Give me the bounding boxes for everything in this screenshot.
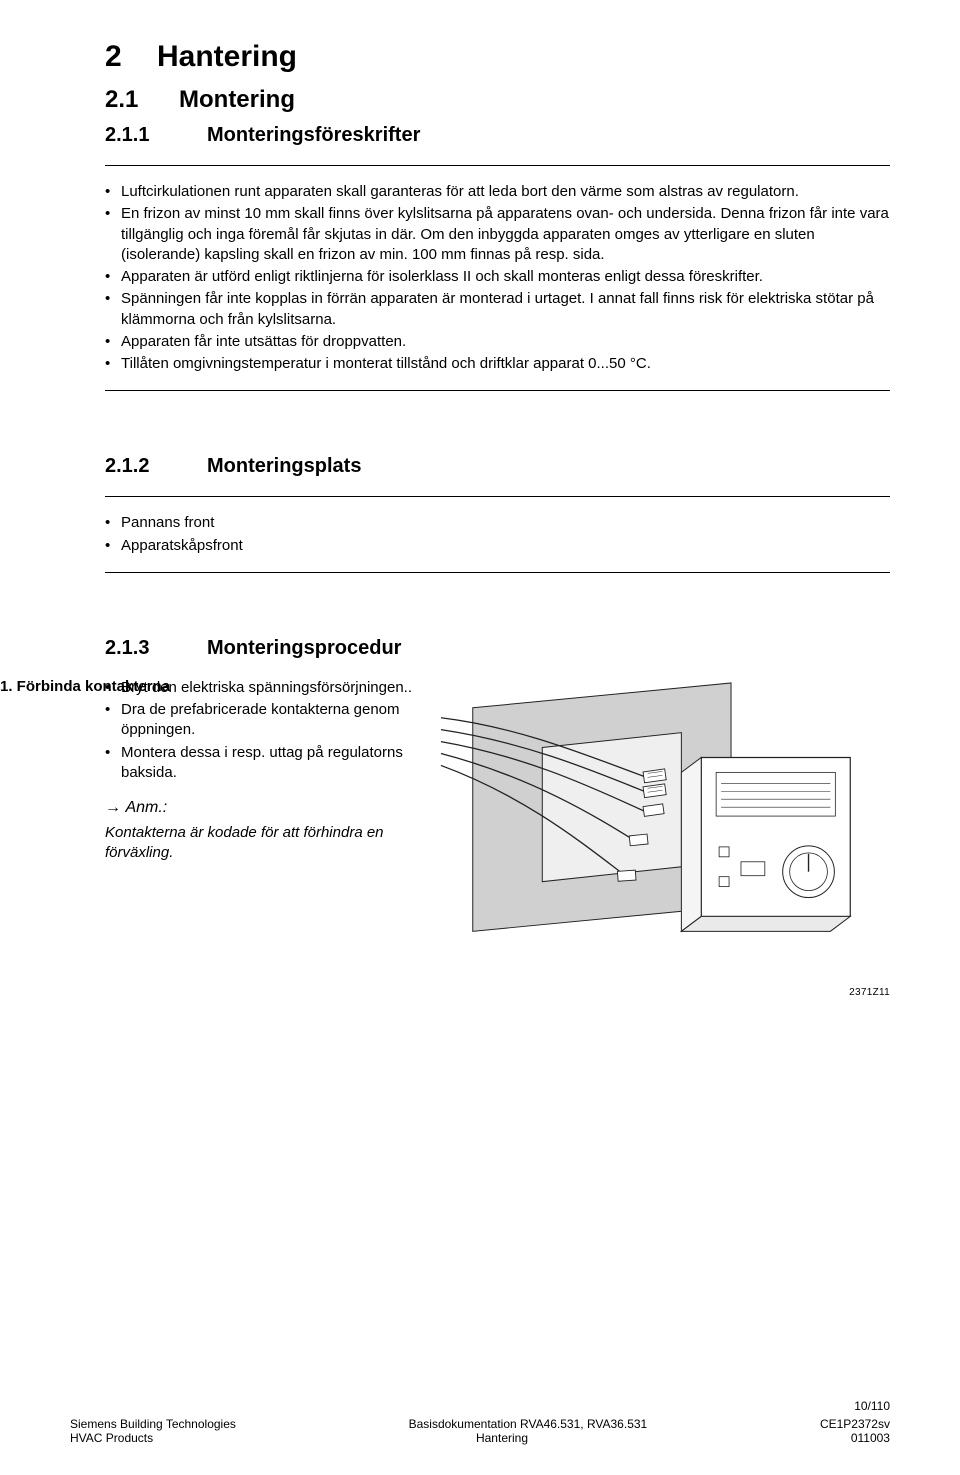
rule-212b bbox=[105, 572, 890, 573]
rule-212 bbox=[105, 496, 890, 497]
bullet-item: Bryt den elektriska spänningsförsörjning… bbox=[105, 678, 415, 698]
bullet-item: Pannans front bbox=[105, 513, 890, 533]
mounting-figure: 2371Z11 bbox=[433, 678, 890, 998]
heading-213-text: Monteringsprocedur bbox=[207, 637, 401, 659]
heading-1-number: 2 bbox=[105, 40, 157, 74]
arrow-icon: → bbox=[105, 799, 121, 816]
footer-left-2: HVAC Products bbox=[70, 1431, 153, 1445]
footer-left-1: Siemens Building Technologies bbox=[70, 1417, 236, 1431]
figure-caption: 2371Z11 bbox=[433, 987, 890, 998]
rule-211 bbox=[105, 165, 890, 166]
footer-center-1: Basisdokumentation RVA46.531, RVA36.531 bbox=[409, 1417, 648, 1431]
page-footer: 10/110 Siemens Building Technologies Bas… bbox=[0, 1399, 960, 1445]
rule-211b bbox=[105, 390, 890, 391]
heading-212-text: Monteringsplats bbox=[207, 455, 361, 477]
bullet-item: Dra de prefabricerade kontakterna genom … bbox=[105, 700, 415, 741]
heading-211-text: Monteringsföreskrifter bbox=[207, 124, 420, 146]
bullet-item: En frizon av minst 10 mm skall finns öve… bbox=[105, 204, 890, 265]
heading-2: 2.1Montering bbox=[105, 86, 890, 114]
bullet-item: Apparatskåpsfront bbox=[105, 536, 890, 556]
bullets-212: Pannans front Apparatskåpsfront bbox=[105, 513, 890, 556]
bullet-item: Tillåten omgivningstemperatur i monterat… bbox=[105, 354, 890, 374]
heading-1-text: Hantering bbox=[157, 40, 297, 73]
heading-2-text: Montering bbox=[179, 86, 295, 113]
bullet-item: Spänningen får inte kopplas in förrän ap… bbox=[105, 289, 890, 330]
page-number: 10/110 bbox=[70, 1399, 890, 1413]
heading-211-number: 2.1.1 bbox=[105, 124, 207, 147]
heading-213-number: 2.1.3 bbox=[105, 637, 207, 660]
heading-212: 2.1.2Monteringsplats bbox=[105, 455, 890, 478]
note-block: → Anm.: Kontakterna är kodade för att fö… bbox=[105, 799, 415, 864]
bullets-211: Luftcirkulationen runt apparaten skall g… bbox=[105, 182, 890, 374]
heading-213: 2.1.3Monteringsprocedur bbox=[105, 637, 890, 660]
heading-2-number: 2.1 bbox=[105, 86, 179, 114]
note-text: Kontakterna är kodade för att förhindra … bbox=[105, 823, 415, 864]
heading-212-number: 2.1.2 bbox=[105, 455, 207, 478]
bullets-213: Bryt den elektriska spänningsförsörjning… bbox=[105, 678, 415, 783]
heading-211: 2.1.1Monteringsföreskrifter bbox=[105, 124, 890, 147]
footer-right-1: CE1P2372sv bbox=[820, 1417, 890, 1431]
bullet-item: Luftcirkulationen runt apparaten skall g… bbox=[105, 182, 890, 202]
heading-1: 2Hantering bbox=[105, 40, 890, 74]
bullet-item: Apparaten får inte utsättas för droppvat… bbox=[105, 332, 890, 352]
footer-center-2: Hantering bbox=[476, 1431, 528, 1445]
bullet-item: Montera dessa i resp. uttag på regulator… bbox=[105, 743, 415, 784]
note-label: Anm.: bbox=[125, 799, 167, 816]
bullet-item: Apparaten är utförd enligt riktlinjerna … bbox=[105, 267, 890, 287]
footer-right-2: 011003 bbox=[851, 1431, 890, 1445]
